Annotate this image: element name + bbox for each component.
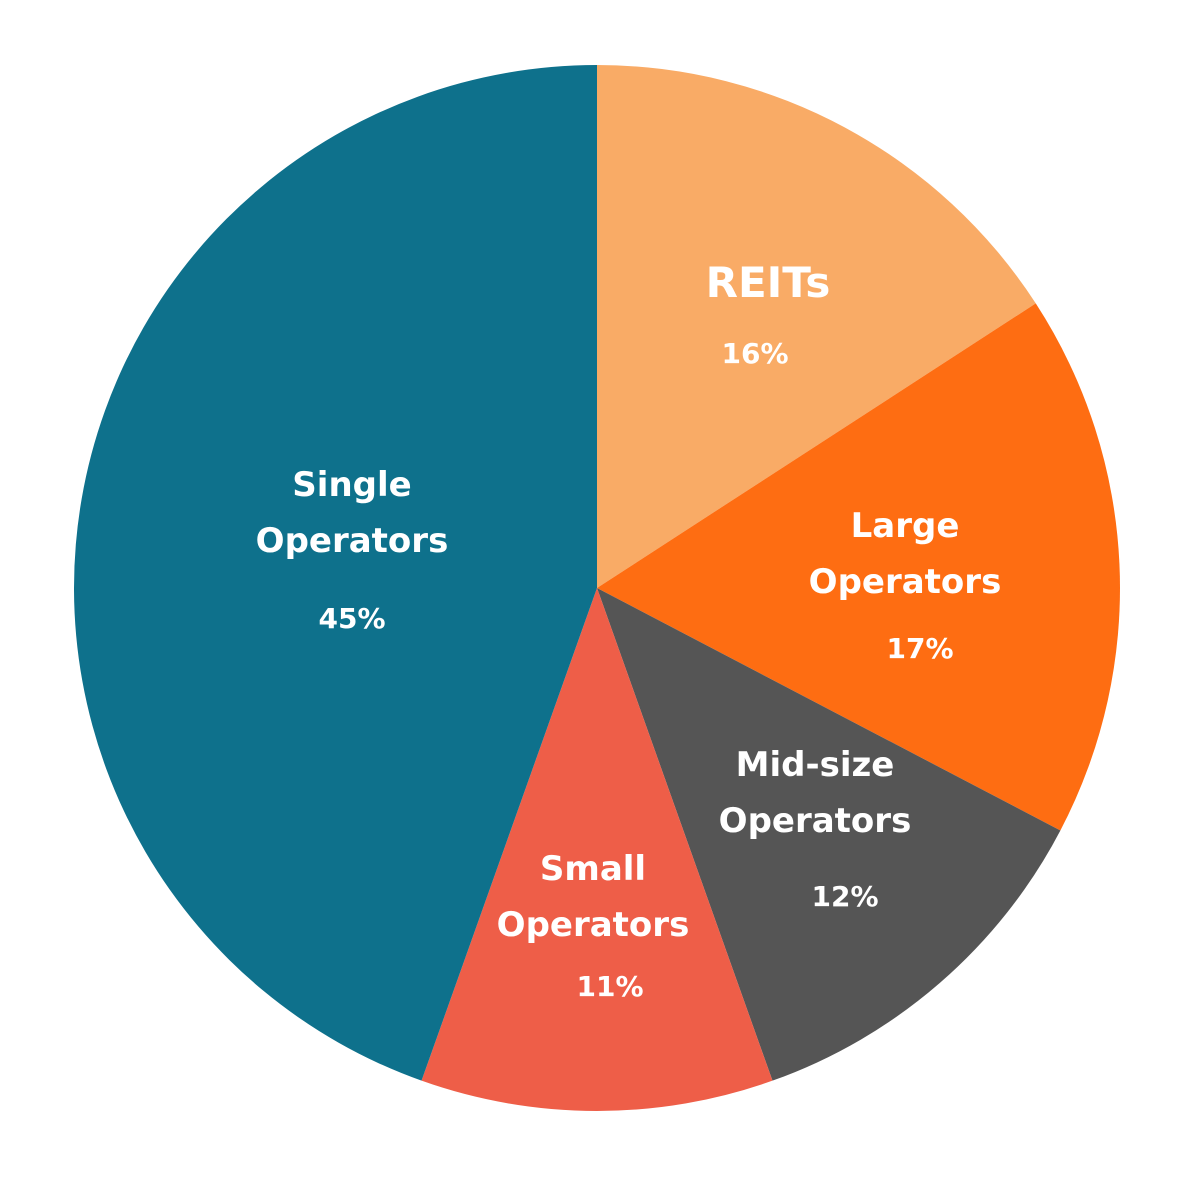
value-label: 45%: [318, 602, 385, 635]
value-label: 12%: [811, 880, 878, 913]
slice-label: Small Operators: [497, 849, 690, 945]
slice-label: Single Operators: [256, 465, 449, 561]
pie-slice: [597, 65, 1036, 588]
pie-slice: [73, 65, 598, 1081]
value-label: 11%: [576, 970, 643, 1003]
value-label: 17%: [886, 632, 953, 665]
pie-slice: [597, 303, 1120, 831]
value-label: 16%: [721, 337, 788, 370]
slice-label: Mid-size Operators: [719, 745, 912, 841]
pie-slice: [421, 588, 773, 1111]
slice-label: REITs: [706, 258, 831, 307]
pie-slice: [597, 588, 1061, 1081]
slice-label: Large Operators: [809, 506, 1002, 602]
